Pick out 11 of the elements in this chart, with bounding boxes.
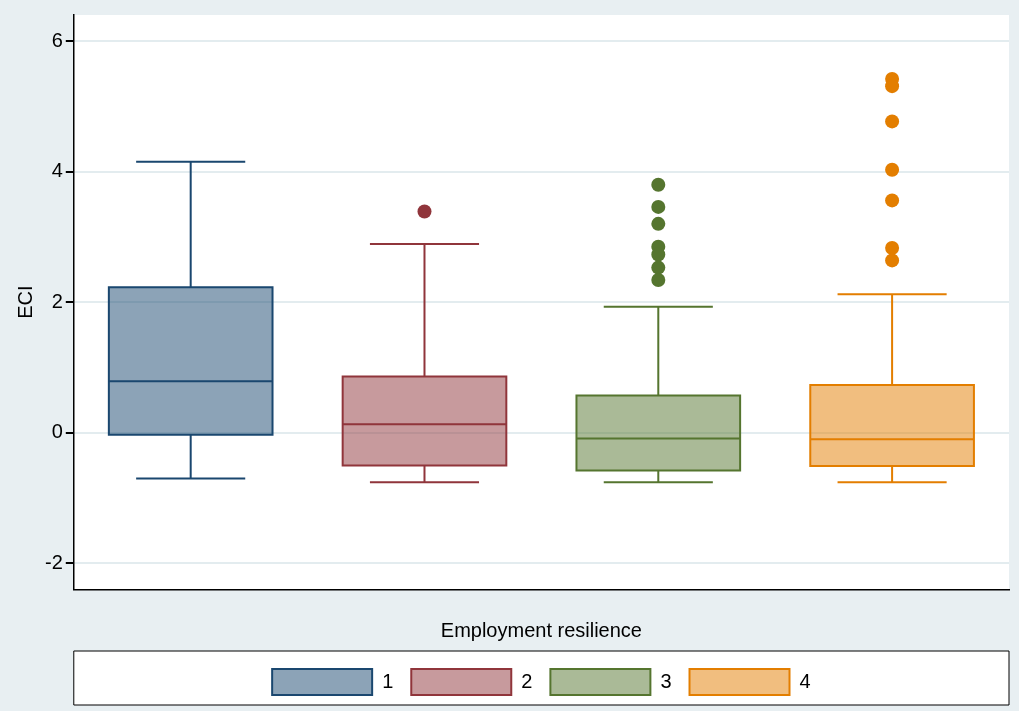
y-tick-label: 4 xyxy=(51,159,63,182)
y-axis-title: ECI xyxy=(13,285,36,319)
legend-label: 1 xyxy=(382,669,394,692)
y-tick-label: 2 xyxy=(51,289,63,312)
y-tick-label: 6 xyxy=(51,28,63,51)
legend-label: 3 xyxy=(660,669,672,692)
legend-label: 4 xyxy=(799,669,811,692)
legend-label: 2 xyxy=(521,669,533,692)
x-axis-title: Employment resilience xyxy=(440,618,642,641)
y-tick-label: 0 xyxy=(51,420,63,443)
y-tick-label: -2 xyxy=(44,550,63,573)
